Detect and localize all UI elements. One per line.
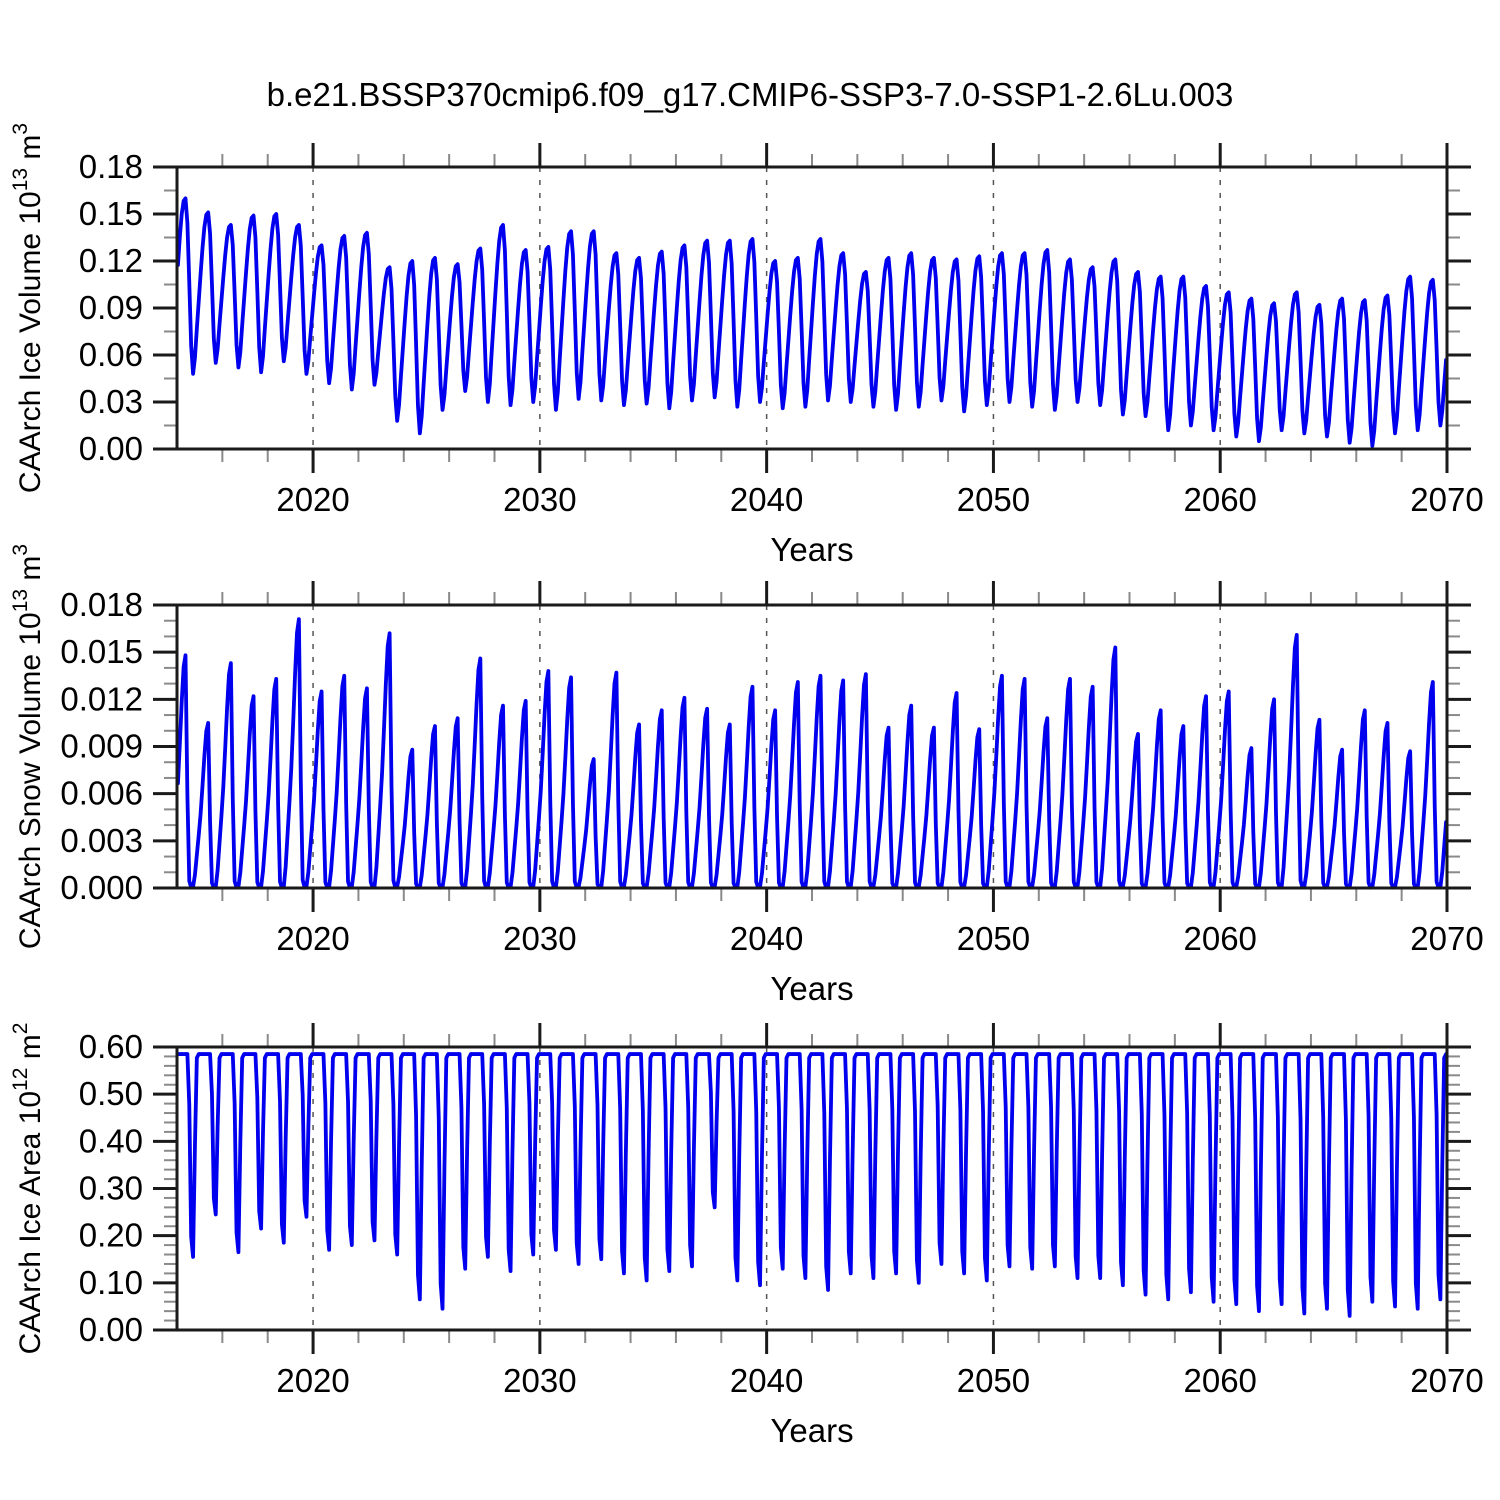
y-tick-label: 0.06 <box>79 336 143 373</box>
y-tick-label: 0.015 <box>60 633 143 670</box>
x-tick-label: 2070 <box>1410 1362 1483 1399</box>
x-tick-label: 2060 <box>1183 920 1256 957</box>
x-tick-label: 2070 <box>1410 920 1483 957</box>
x-tick-label: 2040 <box>730 1362 803 1399</box>
y-axis-title: CAArch Ice Volume 1013​ m3​ <box>9 123 47 493</box>
y-tick-label: 0.09 <box>79 289 143 326</box>
x-tick-label: 2040 <box>730 920 803 957</box>
panel-frame <box>175 603 1449 890</box>
x-axis-title: Years <box>770 1412 853 1449</box>
x-tick-label: 2050 <box>957 481 1030 518</box>
data-line-ice-volume <box>176 196 1448 448</box>
x-tick-label: 2070 <box>1410 481 1483 518</box>
x-tick-label: 2020 <box>276 920 349 957</box>
x-tick-label: 2030 <box>503 920 576 957</box>
data-line-ice-area <box>176 1052 1448 1318</box>
y-tick-label: 0.00 <box>79 430 143 467</box>
x-tick-label: 2050 <box>957 1362 1030 1399</box>
y-tick-label: 0.012 <box>60 680 143 717</box>
y-tick-label: 0.12 <box>79 242 143 279</box>
x-axis-title: Years <box>770 531 853 568</box>
x-tick-label: 2030 <box>503 1362 576 1399</box>
figure-title: b.e21.BSSP370cmip6.f09_g17.CMIP6-SSP3-7.… <box>266 76 1234 113</box>
y-tick-label: 0.40 <box>79 1122 143 1159</box>
x-tick-label: 2030 <box>503 481 576 518</box>
x-tick-label: 2020 <box>276 481 349 518</box>
y-tick-label: 0.18 <box>79 148 143 185</box>
x-tick-label: 2040 <box>730 481 803 518</box>
y-tick-label: 0.20 <box>79 1217 143 1254</box>
y-tick-label: 0.000 <box>60 869 143 906</box>
y-tick-label: 0.30 <box>79 1170 143 1207</box>
y-axis-title: CAArch Snow Volume 1013​ m3​ <box>9 544 47 949</box>
y-tick-label: 0.006 <box>60 775 143 812</box>
y-axis-title: CAArch Ice Area 1012​ m2​ <box>9 1023 47 1355</box>
y-tick-label: 0.00 <box>79 1311 143 1348</box>
x-tick-label: 2060 <box>1183 1362 1256 1399</box>
x-tick-label: 2020 <box>276 1362 349 1399</box>
panel-frame <box>175 1045 1449 1332</box>
x-axis-title: Years <box>770 970 853 1007</box>
y-tick-label: 0.15 <box>79 195 143 232</box>
y-tick-label: 0.003 <box>60 822 143 859</box>
y-tick-label: 0.018 <box>60 586 143 623</box>
y-tick-label: 0.10 <box>79 1264 143 1301</box>
x-tick-label: 2060 <box>1183 481 1256 518</box>
y-tick-label: 0.50 <box>79 1075 143 1112</box>
y-tick-label: 0.009 <box>60 728 143 765</box>
x-tick-label: 2050 <box>957 920 1030 957</box>
y-tick-label: 0.60 <box>79 1028 143 1065</box>
y-tick-label: 0.03 <box>79 383 143 420</box>
panel-frame <box>175 165 1449 451</box>
data-line-snow-volume <box>176 617 1448 890</box>
